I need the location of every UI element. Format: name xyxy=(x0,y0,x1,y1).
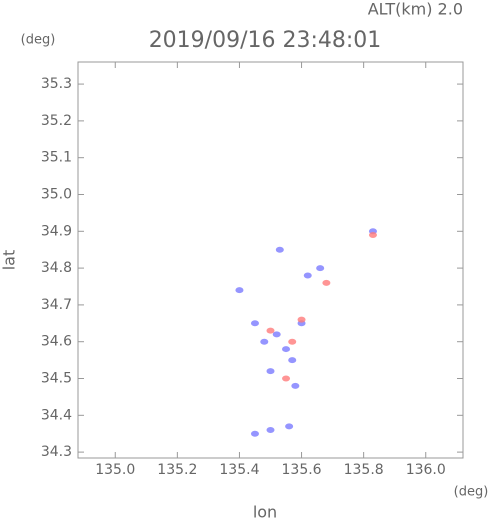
x-tick-label: 135.8 xyxy=(344,462,384,478)
echo-point xyxy=(303,272,312,279)
y-tick-label: 34.9 xyxy=(41,223,72,239)
echo-point xyxy=(260,338,269,345)
y-unit: (deg) xyxy=(21,33,56,48)
y-tick-label: 34.5 xyxy=(41,371,72,387)
y-tick-label: 34.8 xyxy=(41,260,72,276)
y-tick-label: 35.1 xyxy=(41,150,72,166)
echo-point xyxy=(291,382,300,389)
echo-point xyxy=(288,338,297,345)
echo-point xyxy=(266,427,275,434)
echo-point xyxy=(272,331,281,338)
echo-point xyxy=(250,430,259,437)
x-axis-label: lon xyxy=(253,503,277,521)
y-tick-label: 34.3 xyxy=(41,444,72,460)
y-axis-label: lat xyxy=(0,250,19,271)
echo-point xyxy=(322,279,331,286)
x-tick-label: 135.0 xyxy=(95,462,135,478)
y-tick-label: 34.7 xyxy=(41,297,72,313)
y-tick-label: 35.2 xyxy=(41,113,72,129)
echo-point xyxy=(282,346,291,353)
x-tick-label: 135.4 xyxy=(219,462,259,478)
echo-point xyxy=(250,320,259,327)
echo-point xyxy=(275,246,284,253)
echo-point xyxy=(266,368,275,375)
chart-title: 2019/09/16 23:48:01 xyxy=(149,28,382,53)
echo-point xyxy=(282,375,291,382)
echo-point xyxy=(235,287,244,294)
echo-point xyxy=(285,423,294,430)
plot-frame xyxy=(77,61,464,459)
echo-point xyxy=(368,231,377,238)
y-tick-label: 35.3 xyxy=(41,76,72,92)
x-tick-label: 136.0 xyxy=(406,462,446,478)
altitude-label: ALT(km) 2.0 xyxy=(368,0,463,19)
x-unit: (deg) xyxy=(454,485,489,500)
echo-point xyxy=(316,265,325,272)
x-tick-label: 135.2 xyxy=(157,462,197,478)
y-tick-label: 35.0 xyxy=(41,186,72,202)
y-tick-label: 34.6 xyxy=(41,334,72,350)
echo-point xyxy=(297,316,306,323)
x-tick-label: 135.6 xyxy=(282,462,322,478)
y-tick-label: 34.4 xyxy=(41,407,72,423)
echo-point xyxy=(288,357,297,364)
echo-point xyxy=(266,327,275,334)
